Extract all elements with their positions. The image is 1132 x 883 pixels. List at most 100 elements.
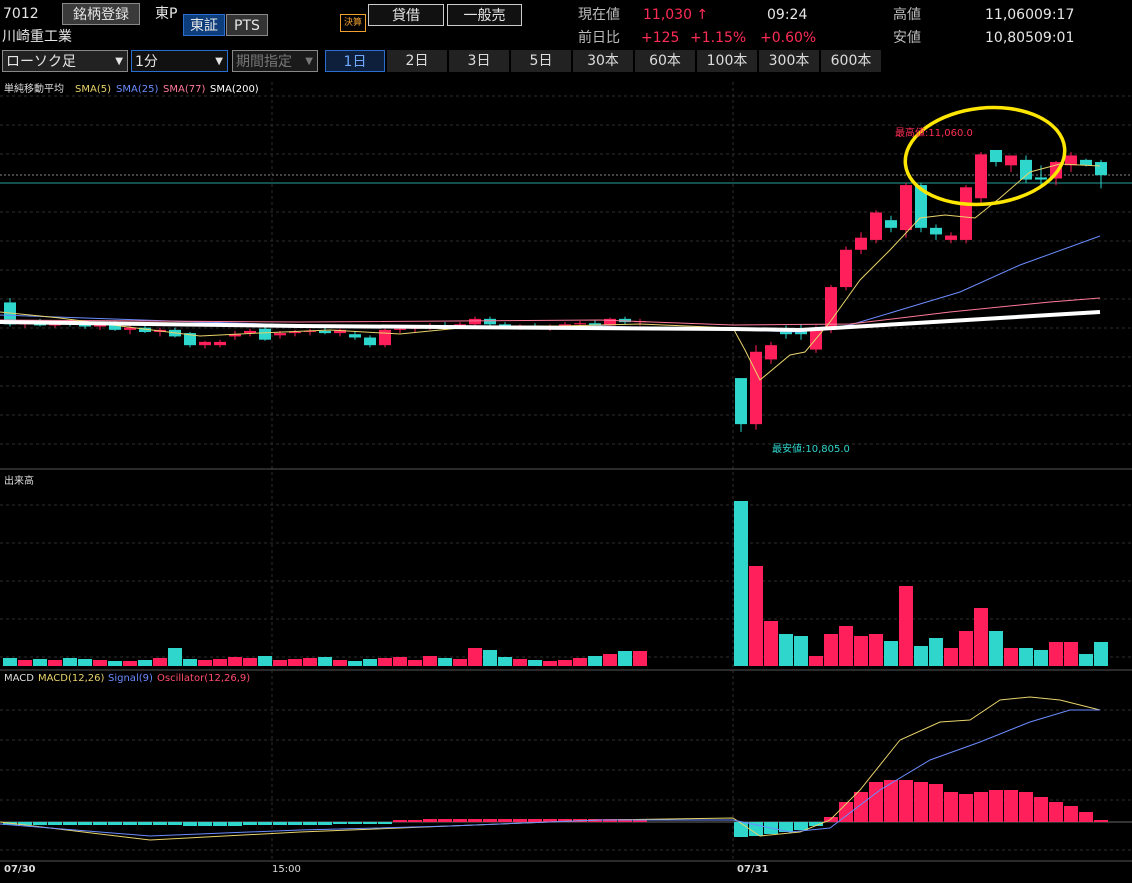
volume-bar <box>468 648 482 666</box>
period-tab[interactable]: 2日 <box>387 50 447 72</box>
candle-body <box>870 212 882 240</box>
candle-body <box>214 341 226 346</box>
period-tab[interactable]: 300本 <box>759 50 819 72</box>
oscillator-bar <box>944 792 958 822</box>
period-tab[interactable]: 60本 <box>635 50 695 72</box>
interval-select[interactable]: 1分 ▼ <box>131 50 228 72</box>
oscillator-bar <box>959 794 973 822</box>
volume-bar <box>809 656 823 666</box>
candle-body <box>319 330 331 334</box>
oscillator-bar <box>393 820 407 822</box>
volume-bar <box>423 656 437 666</box>
volume-bar <box>348 661 362 666</box>
volume-bar <box>303 658 317 666</box>
period-tab[interactable]: 1日 <box>325 50 385 72</box>
time-label: 15:00 <box>272 864 301 875</box>
period-tab[interactable]: 600本 <box>821 50 881 72</box>
period-select[interactable]: 期間指定 ▼ <box>232 50 318 72</box>
oscillator-bar <box>1094 820 1108 822</box>
period-tab[interactable]: 3日 <box>449 50 509 72</box>
exchange-button[interactable]: 東証 <box>183 14 225 36</box>
candle-body <box>304 330 316 333</box>
oscillator-bar <box>1064 806 1078 822</box>
volume-bar <box>1049 642 1063 666</box>
candle-body <box>1020 159 1032 180</box>
volume-bar <box>929 638 943 666</box>
time-label: 07/30 <box>4 864 36 875</box>
candle-body <box>990 149 1002 163</box>
select-text: 1分 <box>135 54 158 70</box>
candle-body <box>750 351 762 425</box>
volume-bar <box>573 658 587 666</box>
panel-label: 単純移動平均 <box>4 82 64 95</box>
macd-label: Oscillator(12,26,9) <box>157 673 250 684</box>
period-tab[interactable]: 5日 <box>511 50 571 72</box>
oscillator-bar <box>884 780 898 822</box>
candle-body <box>840 249 852 288</box>
candle-body <box>855 237 867 250</box>
volume-bar <box>734 501 748 666</box>
oscillator-bar <box>543 819 557 822</box>
oscillator-bar <box>378 822 392 824</box>
period-tab[interactable]: 30本 <box>573 50 633 72</box>
select-text: 期間指定 <box>236 54 292 70</box>
candle-body <box>229 334 241 337</box>
label: 安値 <box>893 30 921 46</box>
candle-body <box>604 318 616 326</box>
volume-bar <box>243 658 257 666</box>
oscillator-bar <box>153 822 167 825</box>
oscillator-bar <box>288 822 302 825</box>
candle-body <box>109 323 121 330</box>
volume-bar <box>914 646 928 666</box>
sell-button[interactable]: 一般売 <box>447 4 522 26</box>
volume-bar <box>198 660 212 666</box>
volume-bar <box>1079 654 1093 666</box>
candle-body <box>825 287 837 330</box>
volume-bar <box>33 659 47 666</box>
oscillator-bar <box>228 822 242 826</box>
volume-bar <box>884 641 898 666</box>
volume-bar <box>213 659 227 666</box>
period-tab[interactable]: 100本 <box>697 50 757 72</box>
candle-body <box>244 330 256 334</box>
market: 東P <box>155 6 178 22</box>
change-pct: +0.60% <box>760 30 817 46</box>
candle-body <box>364 337 376 346</box>
oscillator-bar <box>408 820 422 822</box>
oscillator-bar <box>363 822 377 824</box>
volume-bar <box>899 586 913 666</box>
volume-bar <box>393 657 407 666</box>
margin-button[interactable]: 貸借 <box>368 4 444 26</box>
candle-body <box>735 378 747 425</box>
candle-body <box>274 333 286 336</box>
oscillator-bar <box>438 819 452 822</box>
oscillator-bar <box>869 782 883 822</box>
chart-type-select[interactable]: ローソク足 ▼ <box>2 50 128 72</box>
oscillator-bar <box>318 822 332 825</box>
oscillator-bar <box>168 822 182 825</box>
volume-bar <box>603 654 617 666</box>
candle-body <box>900 185 912 231</box>
pts-button[interactable]: PTS <box>226 14 268 36</box>
oscillator-bar <box>243 822 257 825</box>
label: 前日比 <box>578 30 620 46</box>
oscillator-bar <box>528 819 542 822</box>
macd-label: MACD(12,26) <box>38 673 105 684</box>
volume-bar <box>153 658 167 666</box>
volume-bar <box>633 651 647 666</box>
oscillator-bar <box>794 822 808 830</box>
low: 10,805 <box>985 30 1034 46</box>
candle-body <box>484 318 496 325</box>
volume-bar <box>944 648 958 666</box>
high-time: 09:17 <box>1034 7 1075 23</box>
register-button[interactable]: 銘柄登録 <box>62 3 140 25</box>
oscillator-bar <box>63 822 77 825</box>
sma-label: SMA(25) <box>116 84 158 95</box>
candle-body <box>259 328 271 340</box>
candle-body <box>885 220 897 228</box>
oscillator-bar <box>1004 790 1018 822</box>
candle-body <box>184 333 196 346</box>
oscillator-bar <box>914 782 928 822</box>
candle-body <box>1035 177 1047 180</box>
